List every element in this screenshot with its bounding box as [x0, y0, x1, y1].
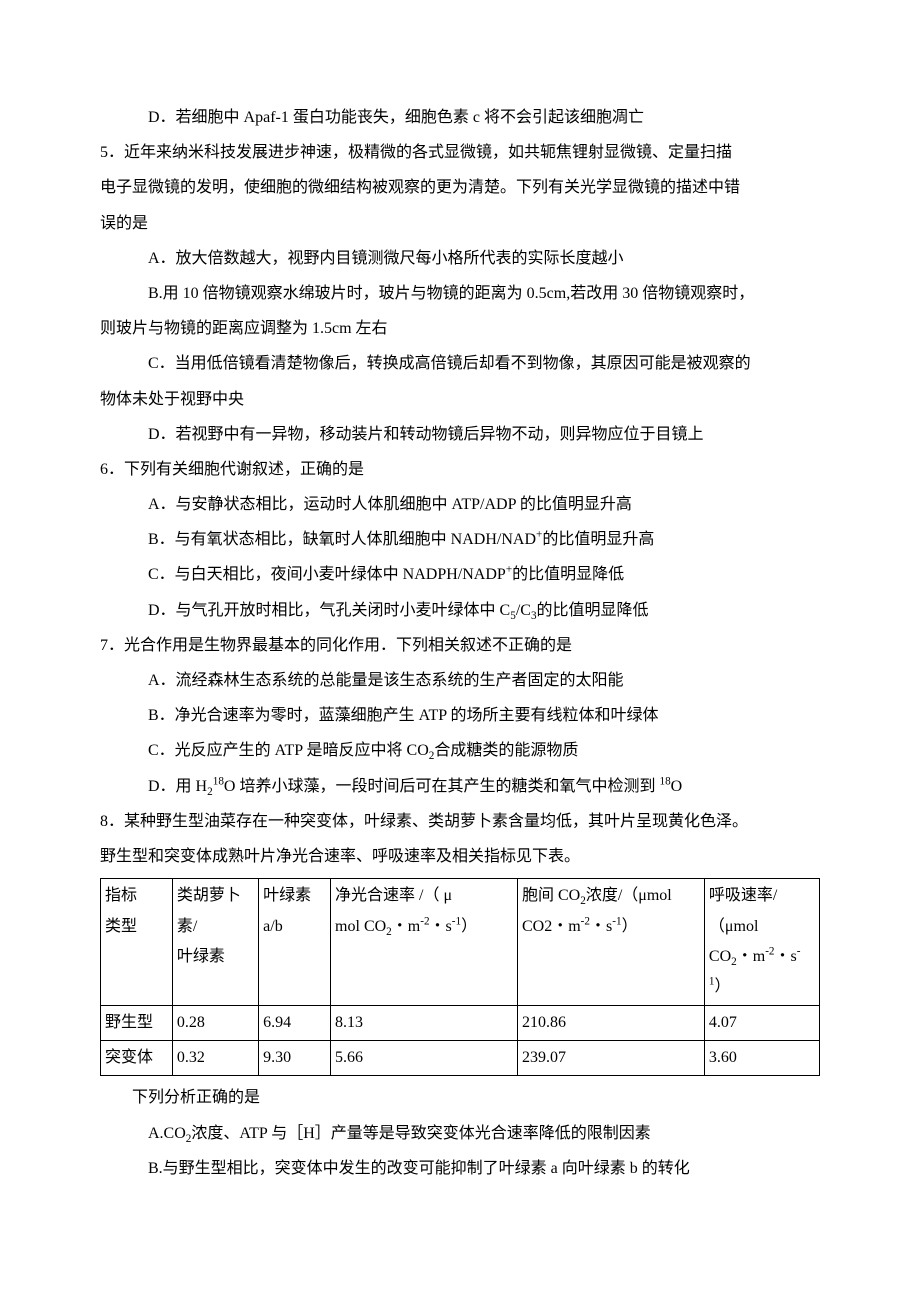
text: 呼吸速率/（μmol: [709, 887, 777, 934]
text: 净光合速率 /（ μ: [335, 887, 452, 904]
q5-stem-line3: 误的是: [100, 206, 820, 241]
text: 指标: [105, 887, 137, 904]
text: O: [671, 778, 683, 795]
cell-value: 8.13: [331, 1005, 518, 1040]
text: 浓度/（μmol: [586, 887, 672, 904]
text: 胞间 CO: [522, 887, 580, 904]
cell-type: 突变体: [101, 1041, 173, 1076]
q6-option-b: B．与有氧状态相比，缺氧时人体肌细胞中 NADH/NAD+的比值明显升高: [100, 522, 820, 557]
text: O 培养小球藻，一段时间后可在其产生的糖类和氧气中检测到: [224, 778, 660, 795]
text: B．与有氧状态相比，缺氧时人体肌细胞中 NADH/NAD: [148, 531, 536, 548]
data-table: 指标 类型 类胡萝卜素/ 叶绿素 叶绿素 a/b 净光合速率 /（ μ mol …: [100, 878, 820, 1076]
text: ）: [461, 918, 477, 935]
text: 5．近年来纳米科技发展进步神速，极精微的各式显微镜，如共轭焦锂射显微镜、定量扫描: [100, 144, 732, 161]
q8-tail: 下列分析正确的是: [100, 1080, 820, 1115]
q7-stem: 7．光合作用是生物界最基本的同化作用．下列相关叙述不正确的是: [100, 628, 820, 663]
text: 类型: [105, 918, 137, 935]
text: ・s: [430, 918, 452, 935]
q6-option-c: C．与白天相比，夜间小麦叶绿体中 NADPH/NADP+的比值明显降低: [100, 557, 820, 592]
q5-option-d: D．若视野中有一异物，移动装片和转动物镜后异物不动，则异物应位于目镜上: [100, 417, 820, 452]
q6-stem: 6．下列有关细胞代谢叙述，正确的是: [100, 452, 820, 487]
q5-stem: 5．近年来纳米科技发展进步神速，极精微的各式显微镜，如共轭焦锂射显微镜、定量扫描: [100, 135, 820, 170]
header-intercellular: 胞间 CO2浓度/（μmol CO2・m-2・s-1）: [517, 879, 704, 1006]
table-row: 突变体 0.32 9.30 5.66 239.07 3.60: [101, 1041, 820, 1076]
text: D．用 H: [148, 778, 207, 795]
superscript-neg2: -2: [581, 915, 590, 927]
q4-option-d: D．若细胞中 Apaf-1 蛋白功能丧失，细胞色素 c 将不会引起该细胞凋亡: [100, 100, 820, 135]
q5-option-c-line2: 物体未处于视野中央: [100, 382, 820, 417]
header-carotenoid: 类胡萝卜素/ 叶绿素: [172, 879, 258, 1006]
text: ・m: [737, 948, 765, 965]
text: mol CO: [335, 918, 386, 935]
q8-stem-line1: 8．某种野生型油菜存在一种突变体，叶绿素、类胡萝卜素含量均低，其叶片呈现黄化色泽…: [100, 804, 820, 839]
cell-value: 9.30: [259, 1041, 331, 1076]
q7-option-d: D．用 H218O 培养小球藻，一段时间后可在其产生的糖类和氧气中检测到 18O: [100, 769, 820, 804]
cell-value: 6.94: [259, 1005, 331, 1040]
q5-option-c-line1: C．当用低倍镜看清楚物像后，转换成高倍镜后却看不到物像，其原因可能是被观察的: [100, 346, 820, 381]
q6-option-a: A．与安静状态相比，运动时人体肌细胞中 ATP/ADP 的比值明显升高: [100, 487, 820, 522]
header-net-photo: 净光合速率 /（ μ mol CO2・m-2・s-1）: [331, 879, 518, 1006]
q5-option-a: A．放大倍数越大，视野内目镜测微尺每小格所代表的实际长度越小: [100, 241, 820, 276]
text: 的比值明显降低: [537, 602, 649, 619]
text: 的比值明显降低: [512, 566, 624, 583]
q8-option-a: A.CO2浓度、ATP 与［H］产量等是导致突变体光合速率降低的限制因素: [100, 1116, 820, 1151]
text: D．与气孔开放时相比，气孔关闭时小麦叶绿体中 C: [148, 602, 510, 619]
superscript-neg1: -1: [612, 915, 621, 927]
cell-value: 210.86: [517, 1005, 704, 1040]
header-respiration: 呼吸速率/（μmol CO2・m-2・s-1）: [704, 879, 819, 1006]
superscript-neg2: -2: [765, 946, 774, 958]
text: /C: [516, 602, 531, 619]
table-row: 野生型 0.28 6.94 8.13 210.86 4.07: [101, 1005, 820, 1040]
text: 合成糖类的能源物质: [434, 742, 578, 759]
superscript-18: 18: [213, 775, 224, 787]
cell-value: 0.32: [172, 1041, 258, 1076]
text: a/b: [263, 918, 283, 935]
text: ・m: [392, 918, 420, 935]
text: ）: [622, 918, 638, 935]
cell-value: 0.28: [172, 1005, 258, 1040]
cell-value: 4.07: [704, 1005, 819, 1040]
cell-type: 野生型: [101, 1005, 173, 1040]
text: C．光反应产生的 ATP 是暗反应中将 CO: [148, 742, 429, 759]
q7-option-c: C．光反应产生的 ATP 是暗反应中将 CO2合成糖类的能源物质: [100, 733, 820, 768]
cell-value: 3.60: [704, 1041, 819, 1076]
text: CO2・m: [522, 918, 581, 935]
table-header-row: 指标 类型 类胡萝卜素/ 叶绿素 叶绿素 a/b 净光合速率 /（ μ mol …: [101, 879, 820, 1006]
text: ・s: [775, 948, 797, 965]
text: 叶绿素: [177, 948, 225, 965]
q5-option-b-line2: 则玻片与物镜的距离应调整为 1.5cm 左右: [100, 311, 820, 346]
text: ）: [715, 978, 731, 995]
text: A.CO: [148, 1125, 186, 1142]
text: 叶绿素: [263, 887, 311, 904]
text: 类胡萝卜素/: [177, 887, 241, 934]
header-chlorophyll: 叶绿素 a/b: [259, 879, 331, 1006]
text: C．与白天相比，夜间小麦叶绿体中 NADPH/NADP: [148, 566, 506, 583]
header-indicator: 指标 类型: [101, 879, 173, 1006]
q5-stem-line2: 电子显微镜的发明，使细胞的微细结构被观察的更为清楚。下列有关光学显微镜的描述中错: [100, 170, 820, 205]
cell-value: 5.66: [331, 1041, 518, 1076]
q8-stem-line2: 野生型和突变体成熟叶片净光合速率、呼吸速率及相关指标见下表。: [100, 839, 820, 874]
q7-option-b: B．净光合速率为零时，蓝藻细胞产生 ATP 的场所主要有线粒体和叶绿体: [100, 698, 820, 733]
q7-option-a: A．流经森林生态系统的总能量是该生态系统的生产者固定的太阳能: [100, 663, 820, 698]
text: CO: [709, 948, 731, 965]
q6-option-d: D．与气孔开放时相比，气孔关闭时小麦叶绿体中 C5/C3的比值明显降低: [100, 593, 820, 628]
text: 的比值明显升高: [542, 531, 654, 548]
text: 浓度、ATP 与［H］产量等是导致突变体光合速率降低的限制因素: [191, 1125, 650, 1142]
subscript-2: 2: [207, 786, 213, 798]
q8-option-b: B.与野生型相比，突变体中发生的改变可能抑制了叶绿素 a 向叶绿素 b 的转化: [100, 1151, 820, 1186]
superscript-neg1: -1: [452, 915, 461, 927]
superscript-18: 18: [659, 775, 670, 787]
superscript-neg2: -2: [420, 915, 429, 927]
q5-option-b-line1: B.用 10 倍物镜观察水绵玻片时，玻片与物镜的距离为 0.5cm,若改用 30…: [100, 276, 820, 311]
cell-value: 239.07: [517, 1041, 704, 1076]
text: ・s: [590, 918, 612, 935]
